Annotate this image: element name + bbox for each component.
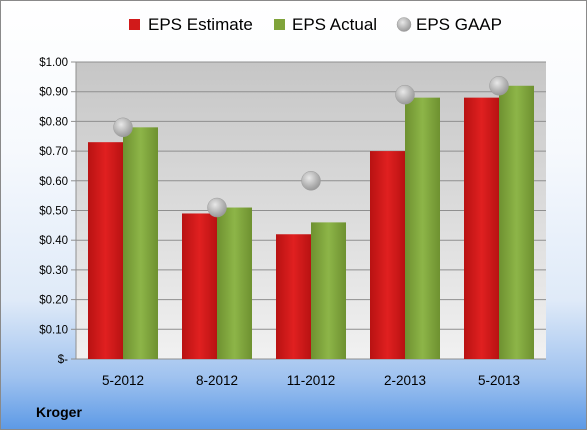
marker-eps-gaap — [207, 197, 227, 218]
y-tick-label: $1.00 — [39, 57, 68, 69]
y-tick-label: $0.70 — [39, 146, 68, 158]
source-label: Kroger — [36, 404, 82, 420]
legend-label-eps-actual: EPS Actual — [292, 15, 377, 34]
y-tick-label: $0.60 — [39, 176, 68, 188]
marker-eps-gaap — [301, 171, 321, 191]
marker-eps-gaap — [395, 84, 415, 105]
legend-label-eps-estimate: EPS Estimate — [148, 15, 253, 34]
bar-eps-estimate — [88, 142, 123, 359]
bar-eps-estimate — [370, 151, 405, 359]
y-tick-label: $0.10 — [39, 324, 68, 336]
y-tick-label: $0.50 — [39, 206, 68, 218]
bar-eps-actual — [123, 127, 158, 359]
marker-eps-gaap — [113, 117, 133, 138]
legend-swatch-eps-actual — [274, 19, 285, 30]
y-tick-label: $0.80 — [39, 116, 68, 128]
y-tick-label: $- — [58, 354, 68, 366]
x-tick-label: 5-2012 — [102, 373, 144, 388]
y-tick-label: $0.30 — [39, 265, 68, 277]
bar-eps-actual — [405, 97, 440, 359]
bar-eps-estimate — [276, 234, 311, 359]
bar-eps-actual — [217, 207, 252, 359]
x-tick-label: 5-2013 — [478, 373, 520, 388]
bar-eps-estimate — [464, 97, 499, 359]
y-tick-label: $0.20 — [39, 295, 68, 307]
x-tick-label: 11-2012 — [287, 373, 336, 388]
y-tick-label: $0.90 — [39, 87, 68, 99]
legend-marker-eps-gaap — [396, 17, 412, 32]
y-tick-label: $0.40 — [39, 235, 68, 247]
bar-eps-estimate — [182, 213, 217, 359]
bar-eps-actual — [499, 85, 534, 359]
marker-eps-gaap — [489, 76, 509, 96]
x-tick-label: 2-2013 — [384, 373, 426, 388]
bar-eps-actual — [311, 222, 346, 359]
legend-label-eps-gaap: EPS GAAP — [416, 15, 502, 34]
legend-swatch-eps-estimate — [129, 19, 140, 30]
x-tick-label: 8-2012 — [196, 373, 238, 388]
